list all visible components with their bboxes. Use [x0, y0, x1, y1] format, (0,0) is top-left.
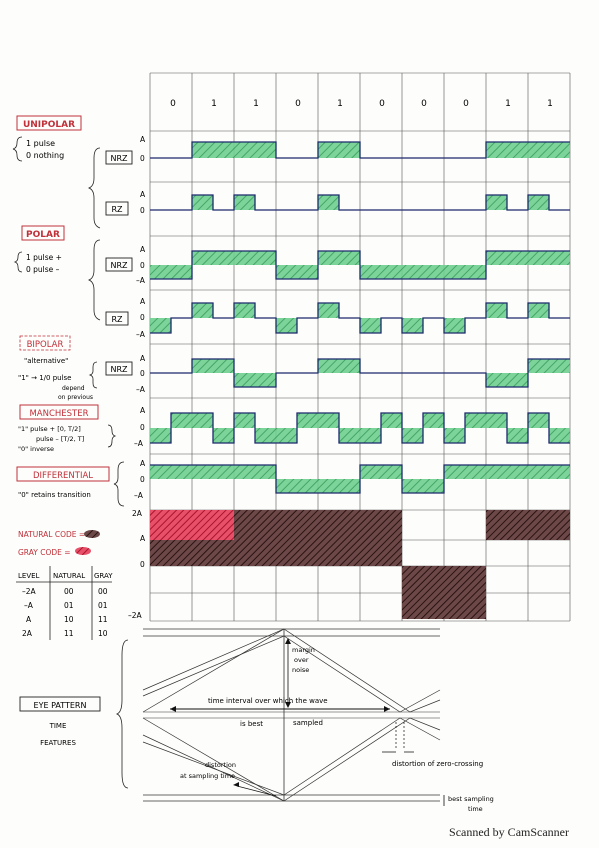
level-2a: 2A — [132, 509, 143, 518]
differential-line1: "0" retains transition — [18, 491, 91, 499]
level-minus-a: –A — [136, 330, 146, 339]
level-minus-a: –A — [136, 276, 146, 285]
level-a: A — [140, 534, 146, 543]
level-a: A — [140, 297, 146, 306]
level-a: A — [140, 354, 146, 363]
eye-best-sampling-text: time — [468, 805, 483, 813]
manchester-line2: pulse – [T/2, T] — [36, 435, 84, 443]
gray-code-label: GRAY CODE = — [18, 548, 71, 557]
table-cell: –2A — [22, 587, 37, 596]
unipolar-line1: 1 pulse — [26, 139, 55, 148]
table-cell: 00 — [98, 587, 108, 596]
unipolar-title: UNIPOLAR — [23, 120, 75, 130]
manchester-line3: "0" inverse — [18, 445, 54, 453]
polar-title: POLAR — [26, 230, 60, 240]
nrz-tag: NRZ — [110, 365, 128, 374]
code-table: LEVEL NATURAL GRAY –2A 00 00 –A 01 01 A … — [16, 566, 113, 640]
bit-label: 0 — [295, 99, 301, 109]
eye-line1: TIME — [49, 722, 67, 730]
eye-margin-text: over — [294, 656, 309, 664]
level-a: A — [140, 135, 146, 144]
eye-pattern — [142, 628, 445, 806]
level-minus-a: –A — [134, 439, 144, 448]
table-header: LEVEL — [18, 572, 40, 580]
bit-label: 0 — [463, 99, 469, 109]
natural-code-label: NATURAL CODE = — [18, 530, 85, 539]
bipolar-line1: "alternative" — [24, 357, 68, 365]
table-cell: 01 — [98, 601, 108, 610]
bipolar-line3: depend — [62, 385, 85, 392]
table-cell: 11 — [64, 629, 74, 638]
level-zero: 0 — [140, 261, 145, 270]
nrz-tag: NRZ — [110, 154, 128, 163]
bipolar-line2: "1" → 1/0 pulse — [18, 374, 71, 382]
level-zero: 0 — [140, 154, 145, 163]
table-header: GRAY — [94, 572, 113, 580]
bipolar-line4: on previous — [58, 394, 93, 401]
table-cell: 10 — [64, 615, 74, 624]
level-a: A — [140, 190, 146, 199]
bipolar-title: BIPOLAR — [27, 340, 64, 350]
natural-code-swatch — [84, 530, 100, 538]
scanner-footer: Scanned by CamScanner — [449, 825, 569, 839]
level-zero: 0 — [140, 560, 145, 569]
table-header: NATURAL — [53, 572, 85, 580]
table-cell: 01 — [64, 601, 74, 610]
bit-label: 1 — [253, 99, 259, 109]
level-zero: 0 — [140, 206, 145, 215]
level-a: A — [140, 245, 146, 254]
table-cell: 11 — [98, 615, 108, 624]
level-zero: 0 — [140, 423, 145, 432]
differential-title: DIFFERENTIAL — [33, 471, 93, 481]
polar-line2: 0 pulse – — [26, 265, 60, 274]
level-minus-2a: –2A — [128, 611, 143, 620]
bit-label: 0 — [421, 99, 427, 109]
level-zero: 0 — [140, 369, 145, 378]
waveforms — [150, 141, 570, 619]
unipolar-line2: 0 nothing — [26, 151, 64, 160]
level-zero: 0 — [140, 475, 145, 484]
level-a: A — [140, 406, 146, 415]
eye-margin-text: margin — [292, 646, 315, 654]
bit-label: 1 — [505, 99, 511, 109]
polar-line1: 1 pulse + — [26, 253, 62, 262]
eye-best-sampling-text: best sampling — [448, 795, 494, 803]
bit-label: 1 — [211, 99, 217, 109]
table-cell: A — [26, 615, 32, 624]
eye-sampling-distortion-text: at sampling time — [180, 772, 235, 780]
table-cell: 00 — [64, 587, 74, 596]
manchester-title: MANCHESTER — [29, 409, 88, 419]
bit-label: 1 — [337, 99, 343, 109]
rz-tag: RZ — [111, 315, 123, 324]
eye-title: EYE PATTERN — [34, 701, 87, 710]
rz-tag: RZ — [111, 205, 123, 214]
bit-label: 0 — [379, 99, 385, 109]
level-zero: 0 — [140, 313, 145, 322]
table-cell: –A — [24, 601, 34, 610]
level-labels: A 0 A 0 A 0 –A A 0 –A A 0 –A A 0 –A A 0 … — [128, 135, 146, 620]
level-minus-a: –A — [134, 491, 144, 500]
eye-sampled-text: sampled — [293, 719, 323, 727]
eye-best-text: is best — [240, 720, 263, 728]
bit-label: 0 — [170, 99, 176, 109]
manchester-line1: "1" pulse + [0, T/2] — [18, 425, 81, 433]
table-cell: 2A — [22, 629, 33, 638]
eye-margin-text: noise — [292, 666, 309, 674]
level-minus-a: –A — [136, 385, 146, 394]
eye-zero-crossing-text: distortion of zero-crossing — [392, 760, 483, 768]
bit-labels: 0 1 1 0 1 0 0 0 1 1 — [170, 99, 553, 109]
nrz-tag: NRZ — [110, 261, 128, 270]
table-cell: 10 — [98, 629, 108, 638]
eye-interval-text: time interval over which the wave — [208, 697, 328, 705]
eye-line2: FEATURES — [40, 739, 76, 747]
eye-sampling-distortion-text: distortion — [205, 761, 236, 769]
bit-label: 1 — [547, 99, 553, 109]
level-a: A — [140, 459, 146, 468]
gray-code-swatch — [75, 547, 91, 555]
